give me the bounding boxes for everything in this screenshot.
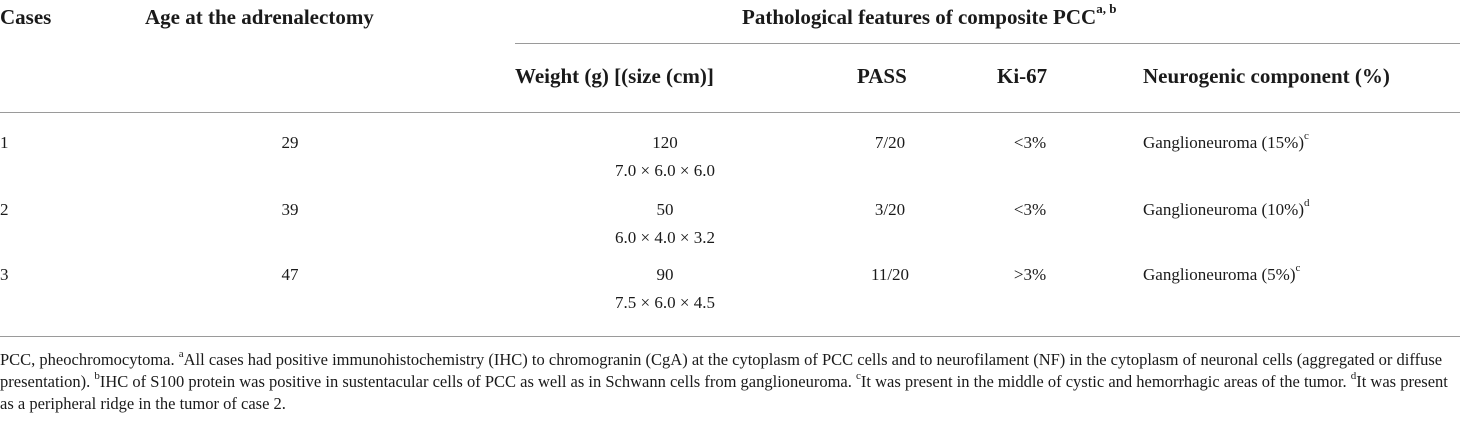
cell-case: 1 bbox=[0, 133, 9, 152]
cell-case: 2 bbox=[0, 200, 9, 219]
footnote-a-sup: a bbox=[178, 347, 184, 360]
cell-neurogenic: Ganglioneuroma (5%)c bbox=[1143, 262, 1301, 285]
header-neurogenic: Neurogenic component (%) bbox=[1143, 64, 1390, 88]
header-pathological-group: Pathological features of composite PCCa,… bbox=[742, 2, 1116, 30]
footnote-a-text: All cases had positive immunohistochemis… bbox=[0, 350, 1443, 391]
cell-age: 29 bbox=[281, 133, 299, 152]
cell-case: 3 bbox=[0, 265, 9, 284]
cell-neurogenic-text: Ganglioneuroma (5%) bbox=[1143, 265, 1296, 284]
header-pathological-group-text: Pathological features of composite PCC bbox=[742, 5, 1097, 29]
footnote-b-text: IHC of S100 protein was positive in sust… bbox=[99, 372, 857, 391]
cell-size: 7.5 × 6.0 × 4.5 bbox=[615, 293, 715, 312]
footnote-c-sup: c bbox=[856, 369, 861, 382]
cell-pass: 7/20 bbox=[874, 133, 906, 152]
header-weight: Weight (g) [(size (cm)] bbox=[515, 64, 714, 88]
footnote-d-sup: d bbox=[1350, 369, 1357, 382]
cell-age: 47 bbox=[281, 265, 299, 284]
cell-neurogenic: Ganglioneuroma (10%)d bbox=[1143, 197, 1310, 220]
footnote-intro: PCC, pheochromocytoma. bbox=[0, 350, 179, 369]
cell-ki67: >3% bbox=[1013, 265, 1047, 284]
cell-neurogenic-sup: c bbox=[1295, 262, 1301, 275]
cell-pass: 3/20 bbox=[874, 200, 906, 219]
cell-ki67: <3% bbox=[1013, 133, 1047, 152]
footnote-b-sup: b bbox=[94, 369, 100, 382]
footnote-d-text: It was present as a peripheral ridge in … bbox=[0, 372, 1448, 413]
header-age: Age at the adrenalectomy bbox=[145, 5, 374, 29]
cell-neurogenic-text: Ganglioneuroma (10%) bbox=[1143, 200, 1304, 219]
cell-ki67: <3% bbox=[1013, 200, 1047, 219]
cell-neurogenic: Ganglioneuroma (15%)c bbox=[1143, 130, 1309, 153]
cell-size: 6.0 × 4.0 × 3.2 bbox=[615, 228, 715, 247]
cell-size: 7.0 × 6.0 × 6.0 bbox=[615, 161, 715, 180]
cell-age: 39 bbox=[281, 200, 299, 219]
header-cases: Cases bbox=[0, 5, 52, 29]
header-pass: PASS bbox=[857, 64, 907, 88]
header-bottom-rule bbox=[0, 112, 1460, 113]
table-bottom-rule bbox=[0, 336, 1460, 337]
header-group-sup: a, b bbox=[1096, 1, 1117, 16]
cell-weight: 120 bbox=[652, 133, 678, 152]
cell-weight: 90 bbox=[656, 265, 674, 284]
table-footnote: PCC, pheochromocytoma. aAll cases had po… bbox=[0, 347, 1460, 415]
header-ki67: Ki-67 bbox=[997, 64, 1048, 88]
cell-weight: 50 bbox=[656, 200, 674, 219]
group-header-rule bbox=[515, 43, 1460, 44]
cell-neurogenic-text: Ganglioneuroma (15%) bbox=[1143, 133, 1304, 152]
cell-neurogenic-sup: c bbox=[1303, 130, 1309, 143]
footnote-c-text: It was present in the middle of cystic a… bbox=[860, 372, 1351, 391]
cell-pass: 11/20 bbox=[870, 265, 910, 284]
cell-neurogenic-sup: d bbox=[1303, 197, 1310, 210]
